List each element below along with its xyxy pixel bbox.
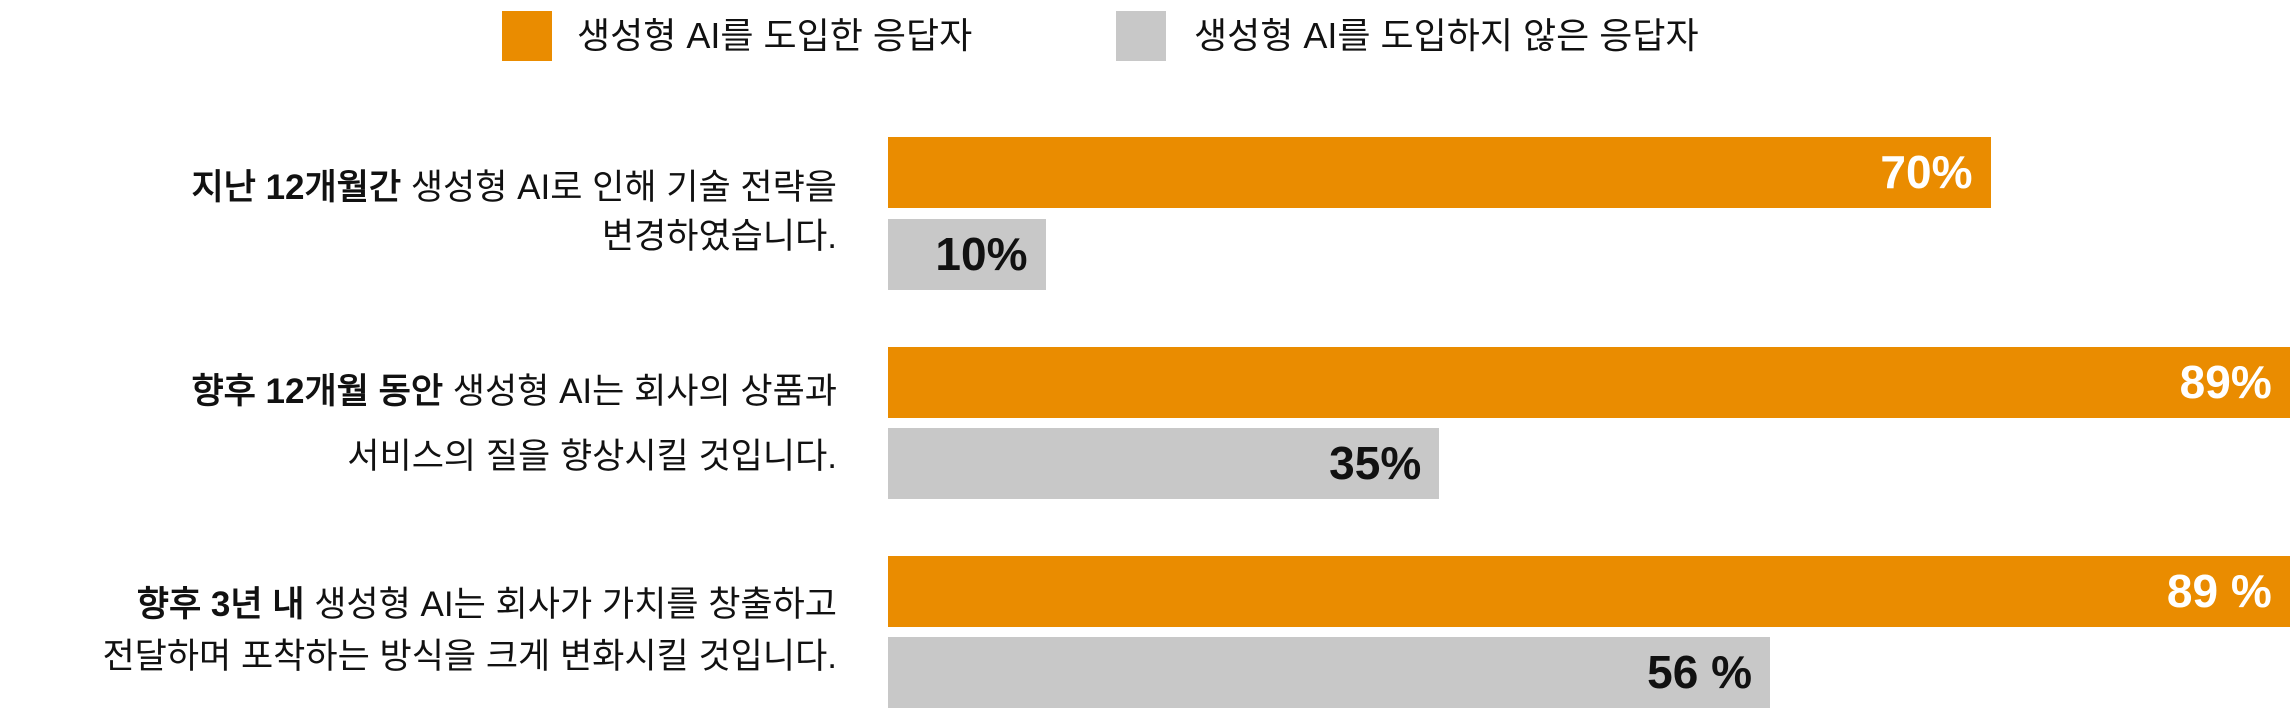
legend-swatch-not-adopted <box>1116 11 1166 61</box>
data-label: 10% <box>935 228 1028 280</box>
category-label-bold: 향후 12개월 동안 <box>191 372 444 411</box>
category-label-bold: 향후 3년 내 <box>136 585 305 624</box>
category-label-rest: 생성형 AI로 인해 기술 전략을 <box>401 168 837 207</box>
data-label: 89 % <box>2166 565 2272 617</box>
category-label-bold: 지난 12개월간 <box>191 168 402 207</box>
category-label-line2: 서비스의 질을 향상시킬 것입니다. <box>347 437 837 476</box>
bar-not-adopted: 35% <box>888 428 1440 499</box>
category-label-line1: 향후 3년 내 생성형 AI는 회사가 가치를 창출하고 <box>137 585 837 625</box>
data-label: 70% <box>1880 146 1973 198</box>
bar-adopted: 89% <box>888 347 2290 418</box>
data-label: 89% <box>2179 356 2272 408</box>
bar-adopted: 70% <box>888 137 1991 208</box>
category-label-rest: 생성형 AI는 회사가 가치를 창출하고 <box>304 585 837 624</box>
bar-adopted: 89 % <box>888 556 2290 627</box>
category-label-rest: 생성형 AI는 회사의 상품과 <box>443 372 837 411</box>
category-label-line1: 지난 12개월간 생성형 AI로 인해 기술 전략을 <box>191 168 837 208</box>
legend-label-not-adopted: 생성형 AI를 도입하지 않은 응답자 <box>1194 15 1699 56</box>
category-label-line1: 향후 12개월 동안 생성형 AI는 회사의 상품과 <box>191 372 837 412</box>
category-label-line2: 변경하였습니다. <box>601 217 837 256</box>
bar-not-adopted: 56 % <box>888 637 1770 708</box>
category-label-line2: 전달하며 포착하는 방식을 크게 변화시킬 것입니다. <box>102 637 837 676</box>
bar-not-adopted: 10% <box>888 219 1046 290</box>
data-label: 56 % <box>1647 646 1752 698</box>
data-label: 35% <box>1329 437 1422 489</box>
legend-label-adopted: 생성형 AI를 도입한 응답자 <box>577 15 973 56</box>
legend-swatch-adopted <box>502 11 552 61</box>
